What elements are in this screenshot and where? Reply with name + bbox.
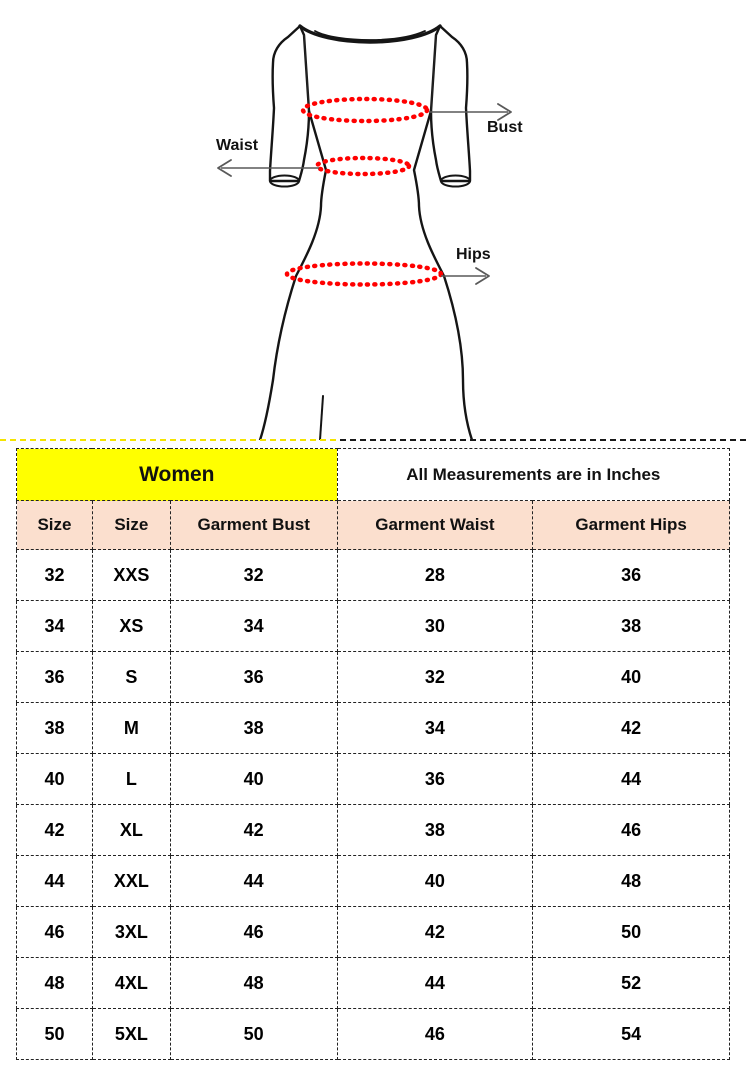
svg-text:Waist: Waist — [216, 137, 259, 154]
svg-text:Hips: Hips — [456, 246, 491, 263]
svg-text:Bust: Bust — [487, 119, 523, 136]
